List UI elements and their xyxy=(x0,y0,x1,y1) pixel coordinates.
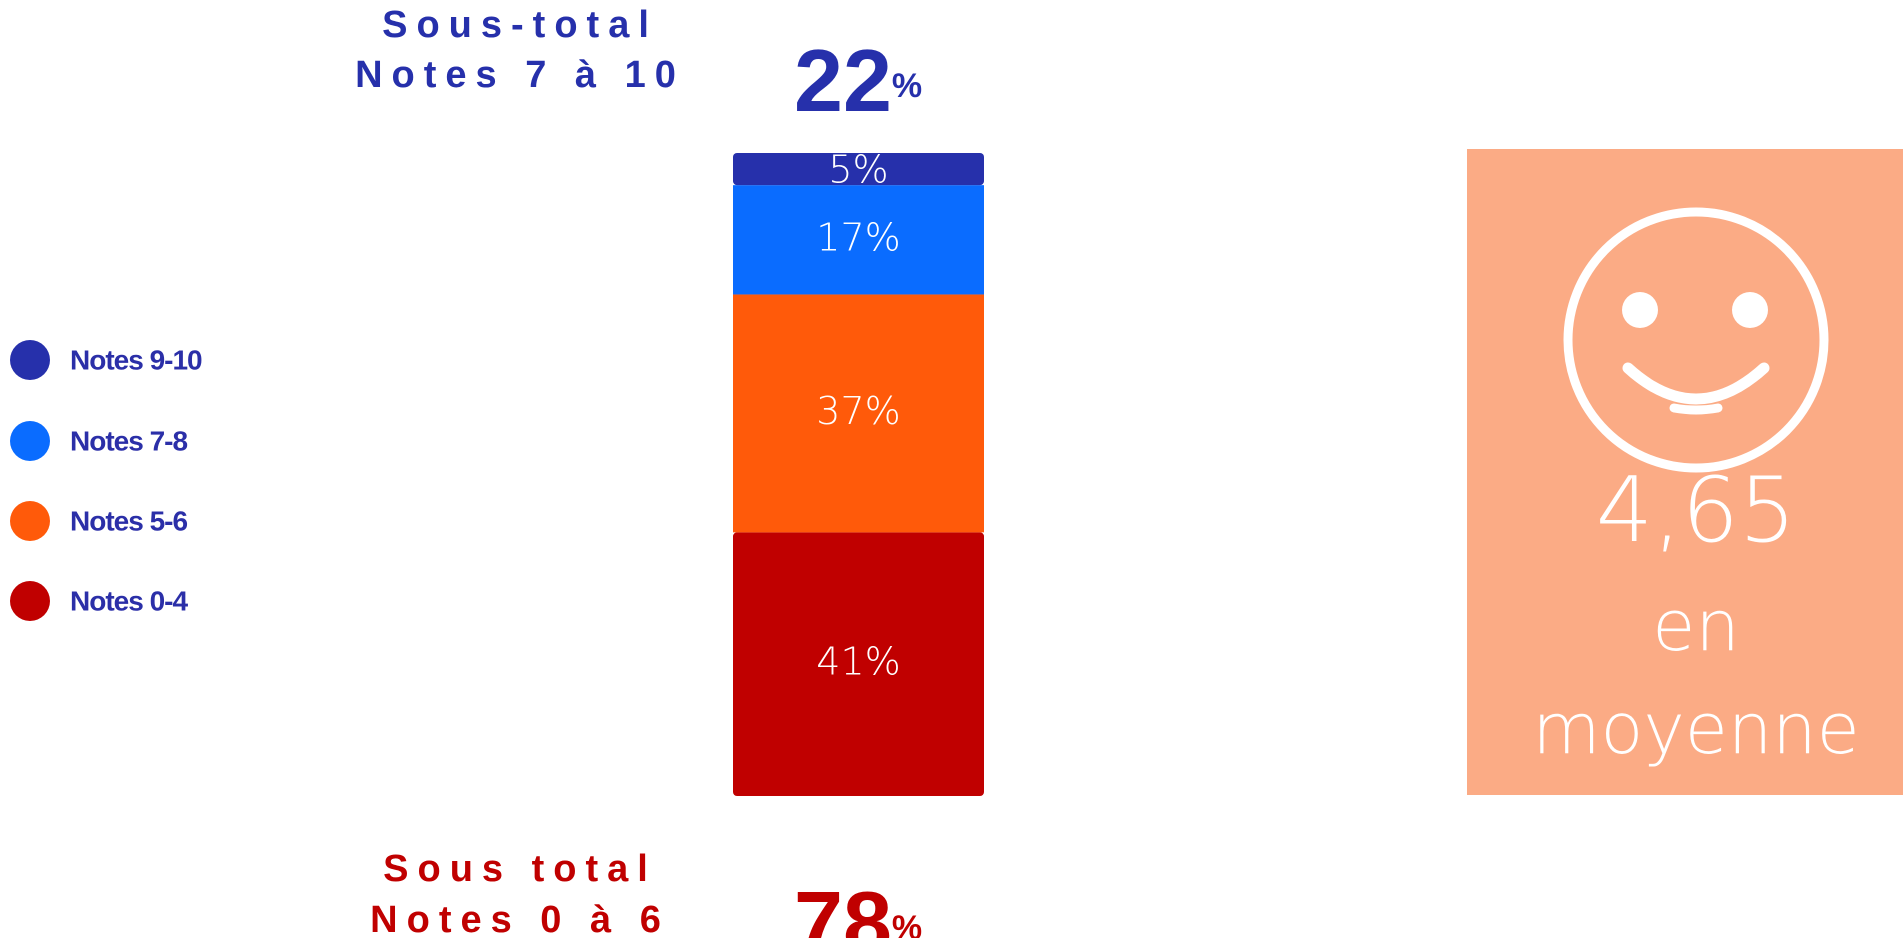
smiley-mouth xyxy=(1669,403,1723,415)
smiley-eye xyxy=(1732,292,1768,328)
bar-segment xyxy=(733,532,984,796)
subtotal-label: Notes 7 à 10 xyxy=(355,54,685,96)
average-caption: moyenne xyxy=(1532,688,1859,770)
legend-label: Notes 0-4 xyxy=(70,585,188,616)
average-value: 4,65 xyxy=(1596,458,1796,563)
subtotal-label: Notes 0 à 6 xyxy=(370,899,670,938)
smiley-eye xyxy=(1622,292,1658,328)
legend-marker xyxy=(10,581,50,621)
subtotal-value: 78% xyxy=(794,873,922,938)
subtotal-unit: % xyxy=(892,909,922,938)
legend-marker xyxy=(10,501,50,541)
bar-segment xyxy=(733,185,984,295)
legend-label: Notes 5-6 xyxy=(70,505,187,536)
legend-marker xyxy=(10,421,50,461)
subtotal-unit: % xyxy=(892,67,922,105)
subtotal-number: 22 xyxy=(794,31,892,130)
subtotal-label: Sous total xyxy=(383,848,657,890)
subtotal-value: 22% xyxy=(794,31,922,130)
subtotal-number: 78 xyxy=(794,873,892,938)
bar-segment xyxy=(733,294,984,533)
data-label: 17% xyxy=(816,215,900,259)
data-label: 5% xyxy=(828,148,888,192)
legend-marker xyxy=(10,340,50,380)
legend-label: Notes 7-8 xyxy=(70,425,187,456)
subtotal-label: Sous-total xyxy=(382,4,658,46)
legend-label: Notes 9-10 xyxy=(70,344,202,375)
data-label: 41% xyxy=(816,640,900,684)
smiley-mouth xyxy=(1622,362,1770,405)
data-label: 37% xyxy=(816,389,900,433)
smiley-face xyxy=(1563,207,1829,473)
bar-segment xyxy=(733,153,984,186)
average-caption: en xyxy=(1652,585,1739,667)
